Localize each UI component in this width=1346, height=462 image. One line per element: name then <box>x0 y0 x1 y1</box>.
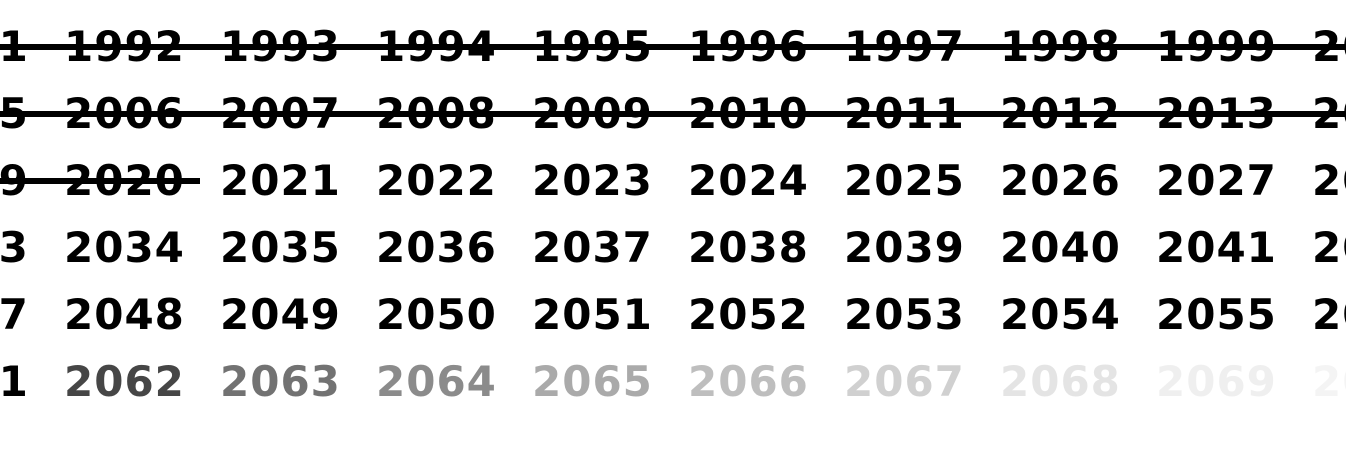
year-row: 2019202020212022202320242025202620272028 <box>0 151 1346 211</box>
year-label: 2026 <box>1000 156 1121 205</box>
year-label: 2068 <box>1000 357 1121 406</box>
year-label: 2021 <box>220 156 341 205</box>
year-label: 2063 <box>220 357 341 406</box>
year-label: 2069 <box>1156 357 1277 406</box>
year-label: 2065 <box>532 357 653 406</box>
year-label: 2064 <box>376 357 497 406</box>
year-row: 2033 2034 2035 2036 2037 2038 2039 2040 2041 2042 <box>0 218 1346 278</box>
year-label: 2036 <box>376 223 497 272</box>
year-label: 2025 <box>844 156 965 205</box>
year-label: 2033 <box>0 223 29 272</box>
year-label: 2055 <box>1156 290 1277 339</box>
year-label: 2054 <box>1000 290 1121 339</box>
year-label: 2034 <box>64 223 185 272</box>
year-label: 2022 <box>376 156 497 205</box>
year-label: 2070 <box>1312 352 1346 412</box>
year-label: 2042 <box>1312 223 1346 272</box>
strikethrough-line <box>0 178 200 184</box>
year-row: 2047 2048 2049 2050 2051 2052 2053 2054 2055 2056 <box>0 285 1346 345</box>
year-label: 2050 <box>376 290 497 339</box>
year-label: 2061 <box>0 357 29 406</box>
strikethrough-line <box>0 111 1346 117</box>
year-label: 2037 <box>532 223 653 272</box>
strikethrough-line <box>0 44 1346 50</box>
year-label: 2056 <box>1312 290 1346 339</box>
year-label: 2052 <box>688 290 809 339</box>
year-label: 2048 <box>64 290 185 339</box>
year-label: 2066 <box>688 357 809 406</box>
year-row: 2061 2062 2063 2064 2065 2066 2067 2068 2069 2070 <box>0 352 1346 412</box>
year-label: 2041 <box>1156 223 1277 272</box>
year-label: 2067 <box>844 357 965 406</box>
year-label: 2040 <box>1000 223 1121 272</box>
year-label: 2039 <box>844 223 965 272</box>
year-label: 2051 <box>532 290 653 339</box>
year-label: 2035 <box>220 223 341 272</box>
year-label: 2023 <box>532 156 653 205</box>
year-row: 2005200620072008200920102011201220132014 <box>0 84 1346 144</box>
year-label: 2049 <box>220 290 341 339</box>
year-label: 2028 <box>1312 156 1346 205</box>
year-label: 2027 <box>1156 156 1277 205</box>
year-label: 2053 <box>844 290 965 339</box>
year-label: 2047 <box>0 290 29 339</box>
year-label: 2024 <box>688 156 809 205</box>
year-label: 2062 <box>64 357 185 406</box>
year-row: 1991199219931994199519961997199819992000 <box>0 17 1346 77</box>
year-label: 2038 <box>688 223 809 272</box>
